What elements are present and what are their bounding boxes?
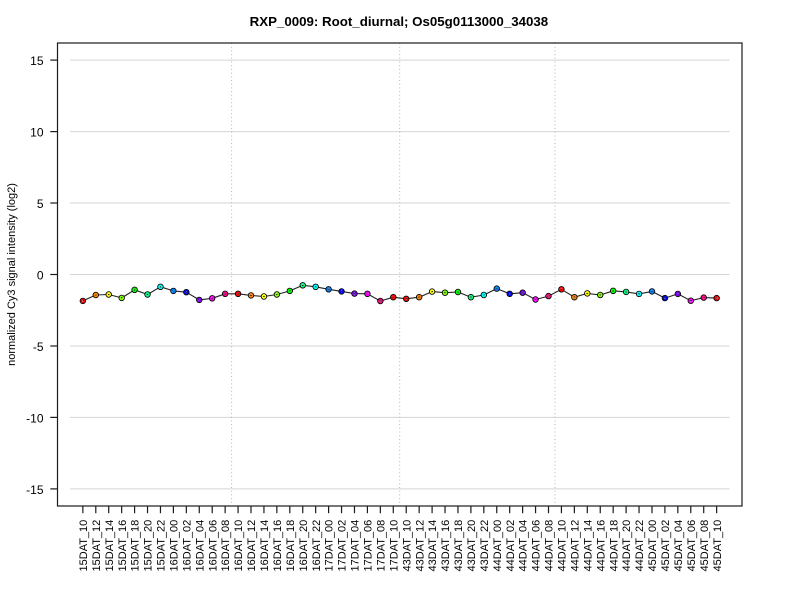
svg-text:16DAT_06: 16DAT_06 bbox=[207, 520, 219, 572]
svg-text:16DAT_00: 16DAT_00 bbox=[168, 520, 180, 572]
svg-text:10: 10 bbox=[30, 126, 44, 140]
svg-text:17DAT_04: 17DAT_04 bbox=[350, 520, 362, 572]
svg-text:44DAT_12: 44DAT_12 bbox=[569, 520, 581, 572]
svg-text:43DAT_18: 43DAT_18 bbox=[453, 520, 465, 572]
svg-text:-10: -10 bbox=[26, 411, 44, 425]
svg-text:16DAT_16: 16DAT_16 bbox=[272, 520, 284, 572]
svg-text:17DAT_08: 17DAT_08 bbox=[375, 520, 387, 572]
svg-text:43DAT_10: 43DAT_10 bbox=[401, 520, 413, 572]
svg-text:16DAT_12: 16DAT_12 bbox=[246, 520, 258, 572]
svg-text:44DAT_04: 44DAT_04 bbox=[518, 520, 530, 572]
svg-text:45DAT_06: 45DAT_06 bbox=[686, 520, 698, 572]
svg-text:normalized Cy3 signal intensit: normalized Cy3 signal intensity (log2) bbox=[6, 183, 18, 366]
svg-text:45DAT_04: 45DAT_04 bbox=[673, 520, 685, 572]
svg-text:43DAT_20: 43DAT_20 bbox=[466, 520, 478, 572]
svg-text:43DAT_22: 43DAT_22 bbox=[479, 520, 491, 572]
svg-text:17DAT_06: 17DAT_06 bbox=[363, 520, 375, 572]
svg-text:44DAT_08: 44DAT_08 bbox=[544, 520, 556, 572]
svg-text:15: 15 bbox=[30, 54, 44, 68]
svg-text:16DAT_18: 16DAT_18 bbox=[285, 520, 297, 572]
svg-text:15DAT_12: 15DAT_12 bbox=[91, 520, 103, 572]
svg-text:44DAT_16: 44DAT_16 bbox=[595, 520, 607, 572]
svg-text:15DAT_10: 15DAT_10 bbox=[78, 520, 90, 572]
svg-text:-5: -5 bbox=[33, 340, 44, 354]
svg-text:44DAT_02: 44DAT_02 bbox=[505, 520, 517, 572]
svg-text:15DAT_22: 15DAT_22 bbox=[156, 520, 168, 572]
svg-text:43DAT_12: 43DAT_12 bbox=[414, 520, 426, 572]
svg-text:17DAT_02: 17DAT_02 bbox=[337, 520, 349, 572]
svg-text:15DAT_18: 15DAT_18 bbox=[130, 520, 142, 572]
svg-text:44DAT_06: 44DAT_06 bbox=[531, 520, 543, 572]
svg-text:45DAT_10: 45DAT_10 bbox=[712, 520, 724, 572]
svg-text:44DAT_10: 44DAT_10 bbox=[557, 520, 569, 572]
svg-text:43DAT_16: 43DAT_16 bbox=[440, 520, 452, 572]
svg-text:45DAT_02: 45DAT_02 bbox=[660, 520, 672, 572]
svg-text:5: 5 bbox=[37, 197, 44, 211]
svg-text:-15: -15 bbox=[26, 483, 44, 497]
svg-text:44DAT_14: 44DAT_14 bbox=[582, 520, 594, 572]
svg-text:43DAT_14: 43DAT_14 bbox=[427, 520, 439, 572]
svg-text:44DAT_20: 44DAT_20 bbox=[621, 520, 633, 572]
svg-text:44DAT_00: 44DAT_00 bbox=[492, 520, 504, 572]
svg-text:16DAT_02: 16DAT_02 bbox=[181, 520, 193, 572]
svg-text:0: 0 bbox=[37, 269, 44, 283]
svg-text:16DAT_22: 16DAT_22 bbox=[311, 520, 323, 572]
svg-text:16DAT_20: 16DAT_20 bbox=[298, 520, 310, 572]
svg-text:17DAT_10: 17DAT_10 bbox=[388, 520, 400, 572]
svg-text:RXP_0009: Root_diurnal; Os05g0: RXP_0009: Root_diurnal; Os05g0113000_340… bbox=[250, 14, 549, 29]
svg-text:15DAT_16: 15DAT_16 bbox=[117, 520, 129, 572]
svg-text:44DAT_22: 44DAT_22 bbox=[634, 520, 646, 572]
svg-text:16DAT_14: 16DAT_14 bbox=[259, 520, 271, 572]
svg-text:16DAT_10: 16DAT_10 bbox=[233, 520, 245, 572]
svg-text:44DAT_18: 44DAT_18 bbox=[608, 520, 620, 572]
svg-text:17DAT_00: 17DAT_00 bbox=[324, 520, 336, 572]
svg-text:15DAT_20: 15DAT_20 bbox=[143, 520, 155, 572]
svg-text:16DAT_08: 16DAT_08 bbox=[220, 520, 232, 572]
svg-text:16DAT_04: 16DAT_04 bbox=[194, 520, 206, 572]
svg-text:15DAT_14: 15DAT_14 bbox=[104, 520, 116, 572]
svg-text:45DAT_08: 45DAT_08 bbox=[699, 520, 711, 572]
svg-text:45DAT_00: 45DAT_00 bbox=[647, 520, 659, 572]
